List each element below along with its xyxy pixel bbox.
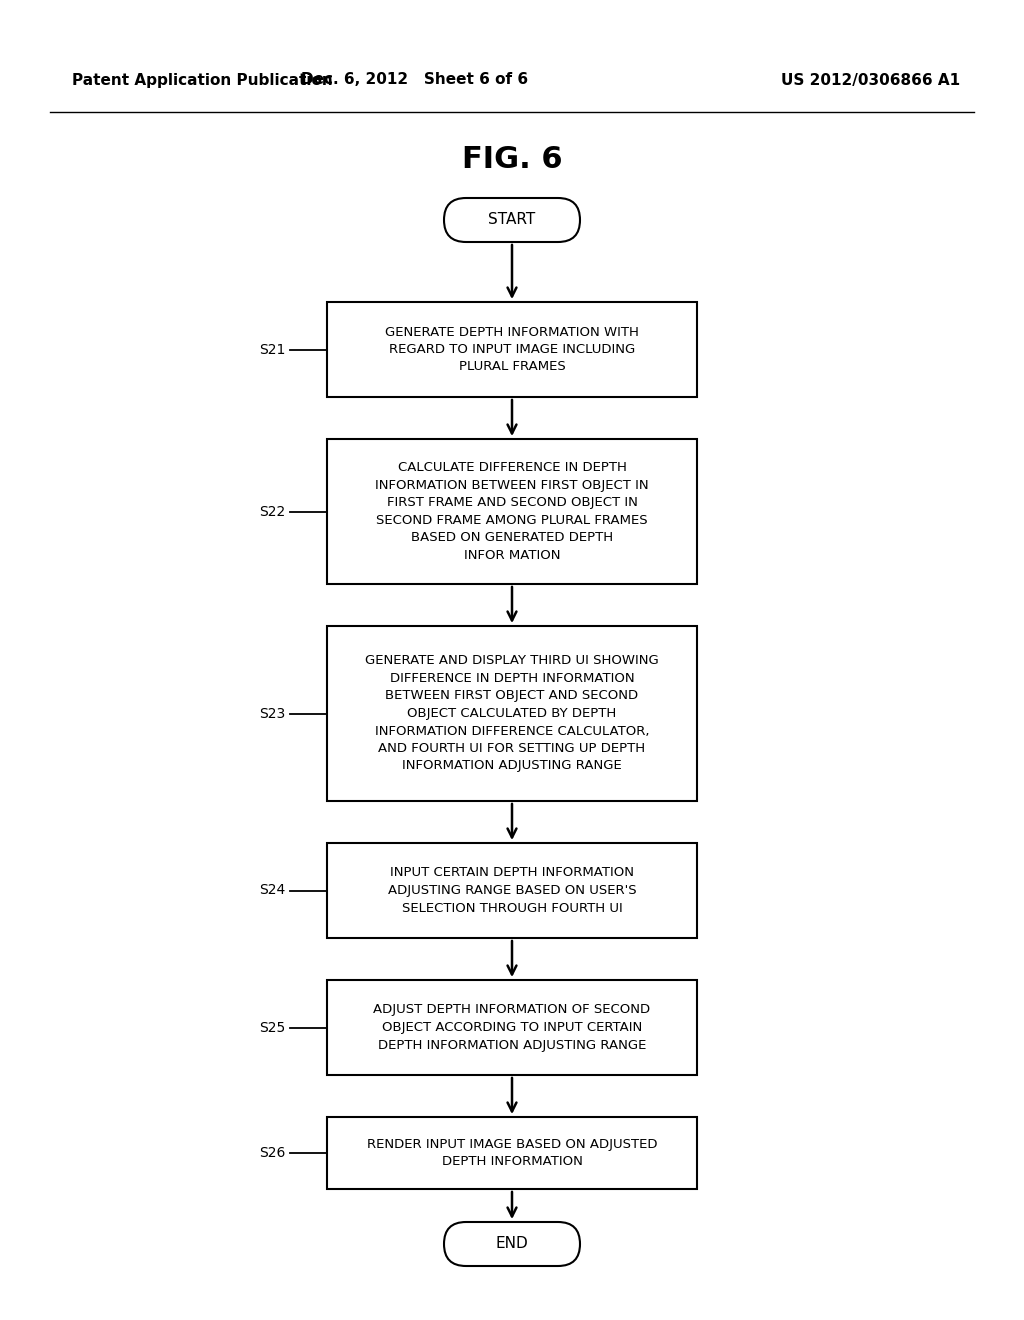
Text: Dec. 6, 2012   Sheet 6 of 6: Dec. 6, 2012 Sheet 6 of 6	[301, 73, 528, 87]
Text: GENERATE AND DISPLAY THIRD UI SHOWING
DIFFERENCE IN DEPTH INFORMATION
BETWEEN FI: GENERATE AND DISPLAY THIRD UI SHOWING DI…	[366, 655, 658, 772]
Text: RENDER INPUT IMAGE BASED ON ADJUSTED
DEPTH INFORMATION: RENDER INPUT IMAGE BASED ON ADJUSTED DEP…	[367, 1138, 657, 1168]
Bar	[327, 440, 697, 583]
Text: CALCULATE DIFFERENCE IN DEPTH
INFORMATION BETWEEN FIRST OBJECT IN
FIRST FRAME AN: CALCULATE DIFFERENCE IN DEPTH INFORMATIO…	[375, 461, 649, 562]
Bar	[327, 302, 697, 397]
FancyBboxPatch shape	[444, 198, 580, 242]
Text: S21: S21	[259, 342, 285, 356]
FancyBboxPatch shape	[444, 1222, 580, 1266]
Text: FIG. 6: FIG. 6	[462, 145, 562, 174]
Text: S23: S23	[259, 706, 285, 721]
Text: ADJUST DEPTH INFORMATION OF SECOND
OBJECT ACCORDING TO INPUT CERTAIN
DEPTH INFOR: ADJUST DEPTH INFORMATION OF SECOND OBJEC…	[374, 1003, 650, 1052]
Bar	[327, 843, 697, 939]
Bar	[327, 1117, 697, 1189]
Text: END: END	[496, 1237, 528, 1251]
Text: S25: S25	[259, 1020, 285, 1035]
Text: S24: S24	[259, 883, 285, 898]
Text: S22: S22	[259, 504, 285, 519]
Text: US 2012/0306866 A1: US 2012/0306866 A1	[781, 73, 961, 87]
Text: S26: S26	[259, 1146, 285, 1160]
Text: GENERATE DEPTH INFORMATION WITH
REGARD TO INPUT IMAGE INCLUDING
PLURAL FRAMES: GENERATE DEPTH INFORMATION WITH REGARD T…	[385, 326, 639, 374]
Text: Patent Application Publication: Patent Application Publication	[72, 73, 333, 87]
Bar	[327, 626, 697, 801]
Text: INPUT CERTAIN DEPTH INFORMATION
ADJUSTING RANGE BASED ON USER'S
SELECTION THROUG: INPUT CERTAIN DEPTH INFORMATION ADJUSTIN…	[388, 866, 636, 915]
Text: START: START	[488, 213, 536, 227]
Bar	[327, 979, 697, 1074]
